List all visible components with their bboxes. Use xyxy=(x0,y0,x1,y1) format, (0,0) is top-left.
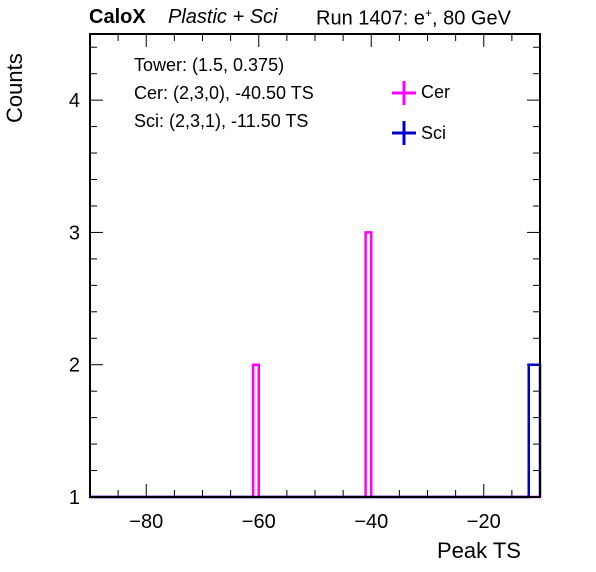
run-prefix: Run 1407: e xyxy=(316,7,425,30)
plot-frame xyxy=(89,33,541,498)
sci-info: Sci: (2,3,1), -11.50 TS xyxy=(134,111,309,131)
y-tick-label: 1 xyxy=(69,487,80,509)
run-suffix: , 80 GeV xyxy=(432,7,511,30)
series-sci-line xyxy=(90,363,542,499)
x-tick-label: −80 xyxy=(129,511,163,533)
bin-sci xyxy=(529,365,540,497)
cer-info: Cer: (2,3,0), -40.50 TS xyxy=(134,83,314,103)
y-tick-label: 2 xyxy=(69,355,80,377)
legend-sci-label: Sci xyxy=(421,123,447,143)
y-tick-label: 4 xyxy=(69,90,80,112)
experiment-title: CaloX xyxy=(89,6,146,28)
x-tick-label: −40 xyxy=(354,511,388,533)
legend-cer-label: Cer xyxy=(421,82,451,102)
x-tick-label: −60 xyxy=(242,511,276,533)
config-title: Plastic + Sci xyxy=(168,6,278,28)
run-title: Run 1407: e+, 80 GeV xyxy=(316,6,511,31)
x-tick-label: −20 xyxy=(467,511,501,533)
x-axis-label: Peak TS xyxy=(437,538,521,563)
tower-info: Tower: (1.5, 0.375) xyxy=(134,55,285,75)
run-charge: + xyxy=(424,6,432,20)
y-tick-label: 3 xyxy=(69,222,80,244)
series-cer-line xyxy=(90,231,540,499)
y-axis-label-text: Counts xyxy=(2,53,27,123)
